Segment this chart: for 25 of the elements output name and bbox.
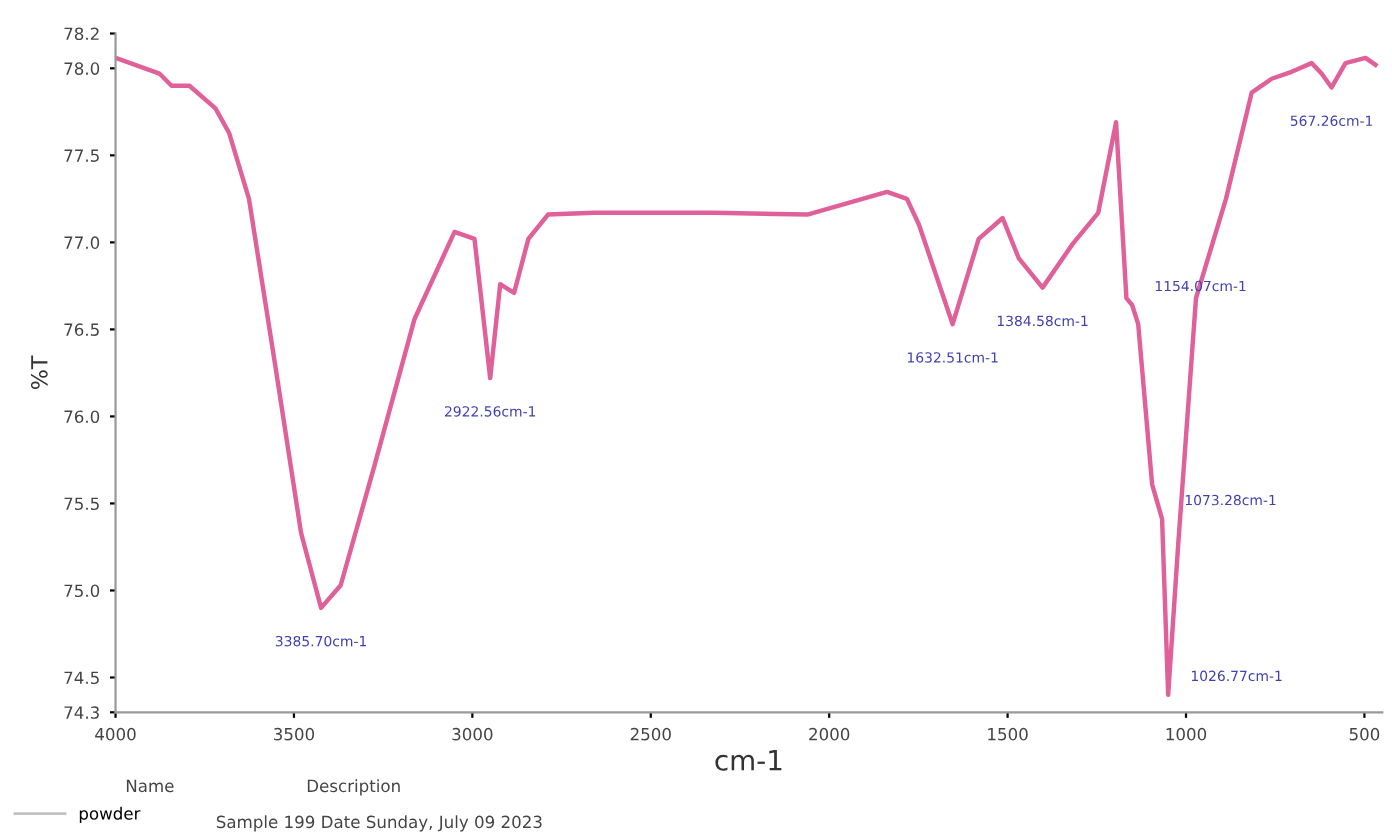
y-tick-label: 74.5 [64,671,99,685]
y-tick-label: 76.0 [64,410,100,423]
x-tick-label: 2500 [630,727,671,741]
text: Name [126,779,174,793]
x-tick-label: 2000 [809,727,850,741]
y-tick-label: 76.5 [64,323,99,336]
y-tick-label: 77.0 [64,236,100,249]
line-series [115,55,1378,698]
text: Description [307,779,400,796]
y-tick-label: 75.0 [64,584,100,598]
x-tick-label: 3500 [274,727,315,741]
y-tick-label: 77.5 [64,149,99,162]
x-tick-label: 4000 [95,727,136,741]
y-tick-label: 78.0 [64,62,100,75]
text: powder [79,806,141,823]
y-tick-label: 78.2 [64,27,99,41]
text: Sample 199 Date Sunday, July 09 2023 [216,815,542,832]
x-tick-label: 1500 [988,727,1028,741]
y-tick-label: 75.5 [64,497,99,511]
x-tick-label: 500 [1349,727,1380,741]
y-tick-label: 74.3 [64,706,99,719]
y-axis-title: %T [30,355,48,390]
x-tick-label: 1000 [1166,727,1207,741]
x-axis-title: cm-1 [715,750,782,771]
x-tick-label: 3000 [452,727,493,741]
